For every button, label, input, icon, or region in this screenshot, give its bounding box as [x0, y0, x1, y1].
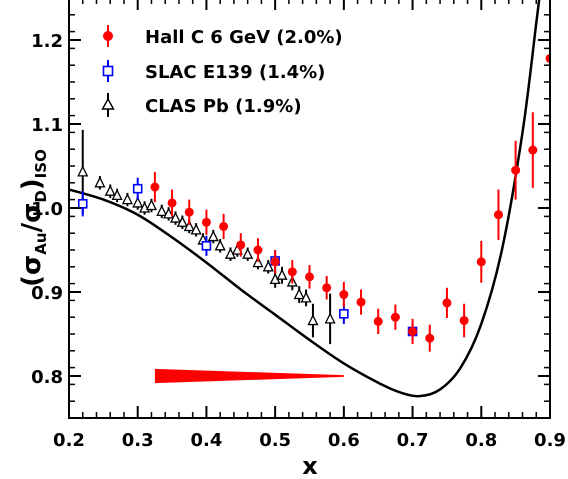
data-point-hall-c	[150, 182, 160, 192]
data-point-hall-c	[356, 297, 366, 307]
data-point-clas	[262, 260, 274, 272]
data-point-clas	[104, 184, 116, 196]
x-tick-label: 0.6	[328, 430, 360, 451]
data-point-slac	[339, 309, 349, 319]
data-point-hall-c	[167, 198, 177, 208]
data-point-clas	[77, 165, 89, 177]
data-point-clas	[293, 288, 305, 300]
data-point-slac	[132, 183, 143, 194]
x-tick-label: 0.4	[190, 430, 222, 451]
data-point-slac	[77, 199, 88, 209]
plot-area	[69, 0, 550, 398]
y-axis-title-sub-au: Au	[32, 232, 50, 254]
y-tick-label: 1.2	[31, 31, 63, 52]
data-point-clas	[300, 291, 312, 303]
legend-marker-clas	[101, 97, 115, 110]
x-tick-label: 0.2	[53, 430, 85, 451]
data-point-clas	[121, 193, 133, 205]
y-tick-label: 0.8	[31, 367, 63, 388]
y-axis-title-sub-d: D	[32, 190, 50, 202]
x-tick-label: 0.8	[465, 430, 497, 451]
data-point-clas	[132, 196, 144, 208]
data-point-clas	[252, 256, 264, 268]
x-tick-label: 0.3	[122, 430, 154, 451]
axis-ticks: 0.2 0.3 0.4 0.5 0.6 0.7 0.8 0.9 0.8 0.9 1.0 1.1 1.2	[31, 0, 566, 451]
data-point-hall-c	[184, 207, 194, 217]
data-point-clas	[183, 220, 195, 232]
data-point-clas	[169, 211, 182, 223]
data-point-clas	[214, 239, 226, 251]
legend-marker-hall-c	[103, 31, 113, 41]
data-point-hall-c	[476, 257, 486, 267]
legend-entry-clas: CLAS Pb (1.9%)	[101, 93, 302, 117]
data-point-hall-c	[442, 298, 452, 308]
normalization-band	[154, 368, 344, 384]
x-tick-label: 0.9	[534, 430, 566, 451]
data-point-hall-c	[287, 267, 297, 277]
data-point-hall-c	[201, 217, 211, 227]
data-point-hall-c	[390, 312, 400, 322]
legend-label-clas: CLAS Pb (1.9%)	[145, 96, 302, 117]
legend-entry-slac: SLAC E139 (1.4%)	[102, 60, 325, 83]
x-tick-label: 0.5	[259, 430, 291, 451]
data-point-clas	[231, 243, 243, 255]
y-axis-title-mid: /σ	[17, 203, 47, 233]
data-point-slac	[201, 241, 212, 251]
data-point-hall-c	[219, 221, 229, 231]
data-point-clas	[176, 215, 188, 227]
y-tick-label: 0.9	[31, 283, 63, 304]
data-point-hall-c	[408, 326, 418, 336]
y-axis-title-main: (σ	[17, 255, 47, 287]
data-point-hall-c	[339, 290, 349, 300]
data-point-hall-c	[425, 333, 435, 343]
data-point-hall-c	[528, 145, 538, 155]
data-point-hall-c	[305, 272, 314, 282]
data-point-clas	[145, 199, 158, 211]
data-point-clas	[111, 188, 123, 201]
data-point-hall-c	[511, 165, 521, 175]
data-point-hall-c	[322, 283, 332, 293]
y-axis-title-end: )	[17, 178, 47, 190]
data-point-clas	[163, 207, 175, 219]
data-point-clas	[242, 247, 254, 259]
data-point-hall-c	[459, 316, 469, 326]
data-point-clas	[324, 312, 336, 324]
legend: Hall C 6 GeV (2.0%) SLAC E139 (1.4%) CLA…	[101, 25, 343, 117]
data-point-clas	[207, 230, 219, 242]
data-point-hall-c	[493, 210, 503, 220]
data-point-hall-c	[236, 240, 246, 250]
y-tick-label: 1.1	[31, 115, 63, 136]
data-point-clas	[94, 176, 106, 188]
legend-label-hall-c: Hall C 6 GeV (2.0%)	[145, 27, 343, 48]
data-point-clas	[156, 204, 168, 217]
y-tick-label: 1.0	[31, 199, 63, 220]
legend-marker-slac	[102, 65, 114, 77]
y-axis-title: (σAu/σD)ISO	[17, 149, 50, 287]
y-axis-title-sub-iso: ISO	[32, 149, 50, 178]
data-point-clas	[307, 314, 319, 326]
data-point-hall-c	[545, 53, 550, 63]
legend-label-slac: SLAC E139 (1.4%)	[145, 62, 325, 83]
legend-entry-hall-c: Hall C 6 GeV (2.0%)	[103, 25, 343, 48]
x-axis-title: x	[302, 452, 318, 479]
data-point-hall-c	[373, 316, 383, 326]
x-tick-label: 0.7	[397, 430, 429, 451]
data-point-clas	[190, 223, 202, 235]
data-point-clas	[276, 268, 288, 280]
data-point-hall-c	[270, 257, 280, 267]
data-point-hall-c	[253, 245, 263, 255]
theory-curve	[69, 0, 541, 398]
